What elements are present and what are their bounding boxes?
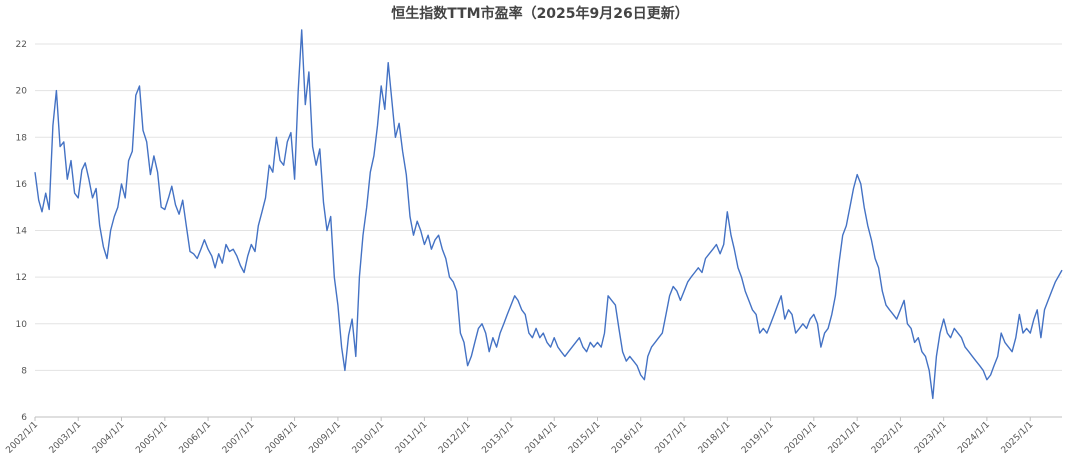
x-tick-label: 2016/1/1	[610, 420, 646, 456]
y-tick-label: 6	[21, 413, 27, 423]
y-tick-label: 18	[16, 133, 28, 143]
x-tick-label: 2002/1/1	[4, 420, 40, 456]
x-tick-label: 2017/1/1	[654, 420, 690, 456]
x-axis-ticks: 2002/1/1 2003/1/1 2004/1/1 2005/1/1 2006/1/1…	[4, 417, 1035, 456]
x-tick-label: 2008/1/1	[264, 420, 300, 456]
x-tick-label: 2007/1/1	[221, 420, 257, 456]
chart-title: 恒生指数TTM市盈率（2025年9月26日更新）	[391, 6, 689, 22]
y-tick-label: 10	[16, 320, 28, 330]
series-line-pe-ttm	[34, 29, 1063, 400]
series-line-group	[34, 29, 1063, 400]
x-tick-label: 2010/1/1	[351, 420, 387, 456]
x-tick-label: 2005/1/1	[134, 420, 170, 456]
x-tick-label: 2022/1/1	[870, 420, 906, 456]
x-tick-label: 2009/1/1	[307, 420, 343, 456]
x-tick-label: 2015/1/1	[567, 420, 603, 456]
y-tick-label: 22	[16, 40, 27, 50]
x-tick-label: 2020/1/1	[783, 420, 819, 456]
y-tick-label: 16	[16, 180, 28, 190]
x-tick-label: 2003/1/1	[48, 420, 84, 456]
y-tick-label: 14	[16, 227, 28, 237]
gridlines	[35, 43, 1062, 418]
x-tick-label: 2025/1/1	[1000, 420, 1036, 456]
x-tick-label: 2019/1/1	[740, 420, 776, 456]
x-tick-label: 2023/1/1	[913, 420, 949, 456]
x-tick-label: 2012/1/1	[437, 420, 473, 456]
x-tick-label: 2013/1/1	[480, 420, 516, 456]
x-tick-label: 2004/1/1	[91, 420, 127, 456]
x-tick-label: 2021/1/1	[827, 420, 863, 456]
x-tick-label: 2018/1/1	[697, 420, 733, 456]
x-tick-label: 2014/1/1	[524, 420, 560, 456]
y-tick-label: 8	[21, 366, 27, 376]
x-tick-label: 2011/1/1	[394, 420, 430, 456]
y-tick-label: 20	[16, 87, 28, 97]
y-tick-label: 12	[16, 273, 27, 283]
x-tick-label: 2024/1/1	[956, 420, 992, 456]
y-axis-ticks: 6 8 10 12 14 16 18 20 22	[16, 40, 28, 423]
x-tick-label: 2006/1/1	[178, 420, 214, 456]
